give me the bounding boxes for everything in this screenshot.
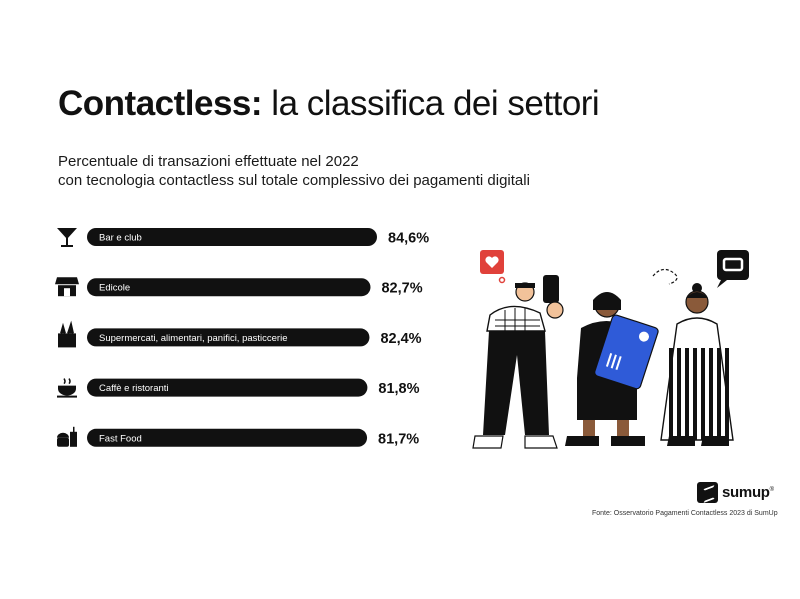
page-title: Contactless: la classifica dei settori [58, 84, 600, 124]
person-3 [660, 283, 734, 446]
sumup-logo: sumup® [697, 482, 774, 503]
value-label-2: 82,4% [380, 331, 421, 347]
bar-label-1: Edicole [99, 283, 130, 294]
brand-name: sumup [722, 484, 770, 501]
bar-2 [87, 328, 370, 347]
grocery-bag-icon [58, 320, 76, 348]
people-illustration [472, 250, 749, 449]
value-label-1: 82,7% [381, 281, 422, 297]
bar-4 [87, 428, 368, 447]
title-rest: la classifica dei settori [271, 84, 600, 123]
subtitle-line-1: Percentuale di transazioni effettuate ne… [58, 153, 359, 170]
bar-1 [87, 278, 371, 297]
bar-label-0: Bar e club [99, 233, 142, 244]
bar-label-3: Caffè e ristoranti [99, 383, 169, 394]
heart-bubble-icon [480, 250, 506, 284]
kiosk-icon [55, 277, 79, 297]
value-label-4: 81,7% [378, 431, 419, 447]
person-2 [565, 292, 659, 446]
brand-mark: ® [769, 487, 774, 493]
subtitle-line-2: con tecnologia contactless sul totale co… [58, 172, 530, 189]
subtitle: Percentuale di transazioni effettuate ne… [58, 152, 530, 190]
chat-bubble-icon [717, 250, 749, 288]
cocktail-glass-icon [57, 228, 77, 247]
value-label-0: 84,6% [388, 231, 429, 247]
bar-3 [87, 378, 368, 397]
fast-food-icon [57, 426, 77, 447]
value-label-3: 81,8% [378, 381, 419, 397]
title-bold: Contactless: [58, 84, 263, 123]
person-1 [472, 275, 564, 449]
sumup-logo-icon [697, 482, 718, 503]
bar-0 [87, 228, 377, 246]
coffee-cup-icon [57, 378, 77, 398]
bar-label-2: Supermercati, alimentari, panifici, past… [99, 333, 288, 344]
source-note: Fonte: Osservatorio Pagamenti Contactles… [592, 510, 778, 517]
bar-label-4: Fast Food [99, 433, 142, 444]
